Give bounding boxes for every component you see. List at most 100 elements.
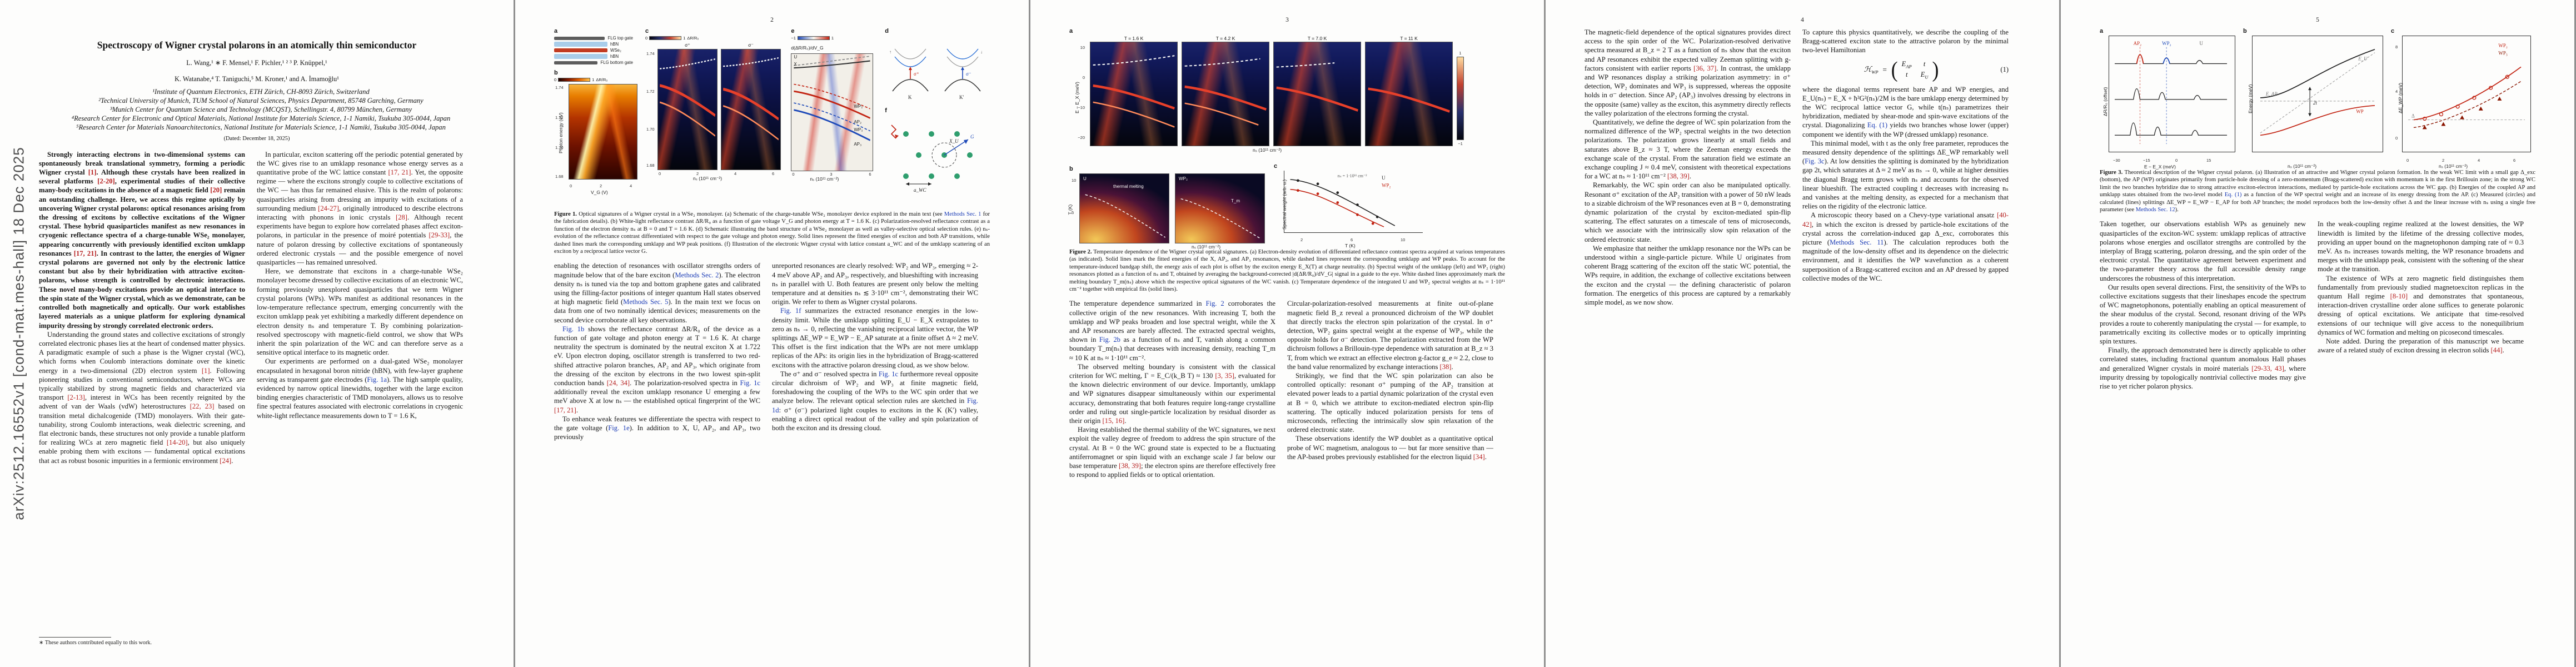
map-title-sigma-minus: σ⁻: [748, 42, 754, 48]
body-text: The temperature dependence summarized in…: [1069, 299, 1275, 479]
figure-3-caption-label: Figure 3.: [2100, 170, 2123, 176]
paragraph: Note added. During the preparation of th…: [2318, 337, 2524, 355]
y-tick: 1.70: [555, 145, 564, 150]
colorbar-label: d(ΔR/R₀)/dV_G: [791, 45, 824, 51]
fitted-lines: [1093, 55, 1175, 128]
density-annotation: nₛ = 1·10¹¹ cm⁻²: [1338, 173, 1367, 178]
map-title-sigma-plus: σ⁺: [685, 42, 690, 48]
panel-label-b: b: [554, 69, 558, 76]
x-tick: 4: [630, 183, 632, 188]
y-axis-label: Energy (meV): [2248, 84, 2253, 113]
fitted-lines: [1184, 58, 1267, 126]
fig1-panel-e: e −1 1 d(ΔR/R₀)/dV_G: [791, 28, 878, 206]
lattice-sites: [903, 131, 973, 179]
y-tick: 0: [1082, 75, 1085, 80]
page-number: 2: [770, 17, 774, 23]
paragraph: Finally, the approach demonstrated here …: [2100, 346, 2306, 391]
colorbar-div: −1 1: [791, 36, 878, 41]
annotation-u: U: [794, 54, 798, 59]
author-line-2: K. Watanabe,⁴ T. Taniguchi,⁵ M. Kroner,¹…: [175, 75, 339, 83]
colorbar-min: −1: [1458, 141, 1463, 146]
annotation-ap2: AP₂: [854, 120, 862, 125]
lattice-constant-label: a_WC: [914, 187, 926, 193]
y-tick: 10: [1072, 178, 1077, 183]
map-title: T = 1.6 K: [1124, 36, 1144, 41]
x-tick: 0: [792, 172, 795, 177]
page-number: 5: [2316, 17, 2319, 23]
x-tick: 2: [696, 171, 699, 176]
panel-label-b: b: [2243, 28, 2247, 34]
layer-flg-bottom: [554, 61, 598, 64]
heatmap-T2: [1182, 42, 1269, 146]
paragraph: Having established the thermal stability…: [1069, 426, 1275, 479]
map-title: T = 4.2 K: [1215, 36, 1235, 41]
y-tick: 5: [1072, 210, 1074, 215]
body-text: In the weak-coupling regime realized at …: [2318, 220, 2524, 355]
x-tick: 6: [772, 171, 775, 176]
page-5-column-2: In the weak-coupling regime realized at …: [2318, 220, 2524, 598]
colorbar-max: 1: [1459, 51, 1462, 56]
layer-label: FLG bottom gate: [600, 60, 633, 65]
y-tick: 1.74: [555, 85, 564, 90]
matrix-entry: t: [1923, 59, 1926, 68]
page-1-columns: Strongly interacting electrons in two-di…: [39, 150, 475, 598]
heatmap-T4: [1365, 42, 1453, 146]
panel-label-c: c: [645, 28, 649, 34]
x-tick: 2: [600, 183, 602, 188]
colorbar-max: 1: [592, 77, 595, 82]
figure-2-caption: Figure 2. Temperature dependence of the …: [1069, 248, 1505, 293]
figure-3: a ΔR/R₀ (offset) AP₂ WP₂: [2100, 28, 2535, 213]
x-axis-label: T (K): [1345, 243, 1356, 248]
heatmap-wp-weight: WP₂ T_m: [1175, 173, 1265, 243]
splitting-plot: Δ WP₂ WP₃: [2402, 36, 2531, 152]
page-2-column-1: enabling the detection of resonances wit…: [554, 261, 760, 586]
paragraph: Strongly interacting electrons in two-di…: [39, 150, 245, 330]
page-4-column-1: The magnetic-field dependence of the opt…: [1585, 28, 1791, 624]
page-3-columns: The temperature dependence summarized in…: [1069, 299, 1505, 602]
paragraph: ⁴Research Center for Electronic and Opti…: [71, 115, 451, 123]
footnote-block: ∗ These authors contributed equally to t…: [39, 637, 228, 646]
page-3-column-2: Circular-polarization-resolved measureme…: [1287, 299, 1493, 602]
photon-arrow: [891, 125, 897, 139]
matrix-entry: t: [1905, 71, 1908, 79]
spin-up-glyph: ↑: [889, 49, 891, 54]
figure-2-caption-text: Temperature dependence of the Wigner cry…: [1069, 249, 1505, 293]
fig3-panel-c: c ΔE_WP (meV) 8 4 0 Δ: [2391, 28, 2531, 169]
fig1-panel-d-f: d σ⁺ σ⁻: [885, 28, 990, 206]
paragraph: ¹Institute of Quantum Electronics, ETH Z…: [152, 87, 370, 96]
paragraph: enabling the detection of resonances wit…: [554, 262, 760, 324]
x-tick: 0: [659, 171, 661, 176]
heatmap-umklapp-weight: U thermal melting: [1079, 173, 1169, 243]
paragraph: Our experiments are performed on a dual-…: [257, 357, 463, 420]
author-line-1: L. Wang,¹ ∗ F. Mensel,¹ F. Pichler,¹ ² ³…: [186, 58, 327, 67]
figure-3-caption: Figure 3. Theoretical description of the…: [2100, 169, 2535, 213]
fitted-lines: [660, 58, 716, 137]
y-tick: 1.72: [555, 115, 564, 120]
body-text: The magnetic-field dependence of the opt…: [1585, 28, 1791, 307]
colorbar-gradient: [649, 36, 682, 40]
x-tick: 6: [1351, 237, 1353, 242]
paragraph: ⁵Research Center for Materials Nanoarchi…: [76, 123, 446, 132]
x-tick: 3: [830, 172, 833, 177]
fig3-panel-b: b Energy (meV) 2t E_U: [2243, 28, 2383, 169]
paragraph: A microscopic theory based on a Chevy-ty…: [1802, 211, 2009, 282]
figure-2-caption-label: Figure 2.: [1069, 249, 1092, 255]
x-tick: 0: [2406, 158, 2409, 163]
page-4: 4 The magnetic-field dependence of the o…: [1546, 0, 2059, 667]
avoided-crossing-plot: 2t E_U E_AP WP: [2252, 36, 2383, 152]
fig1-panel-a-b: a FLG top gate hBN WSe₂ hBN FLG bottom g…: [554, 28, 639, 206]
x-axis-label: nₛ (10¹¹ cm⁻²): [2439, 163, 2468, 169]
matrix: EAP t t EU: [1902, 60, 1929, 80]
x-tick: 4: [734, 171, 737, 176]
fitted-lines: [1276, 62, 1358, 112]
valley-kprime-label: K′: [959, 94, 964, 100]
layer-wse2: [554, 48, 607, 52]
x-tick: 2: [2442, 158, 2445, 163]
page-number: 3: [1285, 17, 1289, 23]
body-text: Circular-polarization-resolved measureme…: [1287, 299, 1493, 461]
x-axis-label: nₛ (10¹¹ cm⁻²): [2288, 163, 2317, 169]
paragraph: Fig. 1b shows the reflectance contrast Δ…: [554, 325, 760, 414]
y-tick: 1.68: [555, 174, 564, 179]
weight-vs-temperature-plot: U WP₂ nₛ = 1·10¹¹ cm⁻²: [1284, 171, 1423, 233]
